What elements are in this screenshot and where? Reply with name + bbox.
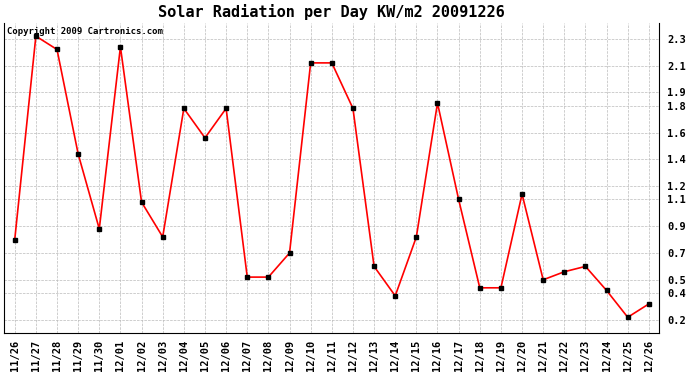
Title: Solar Radiation per Day KW/m2 20091226: Solar Radiation per Day KW/m2 20091226 [159, 4, 505, 20]
Text: Copyright 2009 Cartronics.com: Copyright 2009 Cartronics.com [8, 27, 164, 36]
